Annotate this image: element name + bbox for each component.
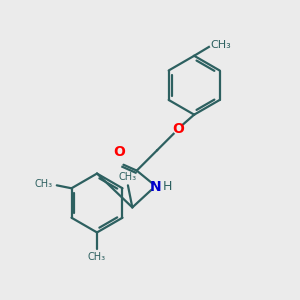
Text: N: N <box>150 180 162 194</box>
Text: CH₃: CH₃ <box>119 172 137 182</box>
Text: O: O <box>172 122 184 136</box>
Text: O: O <box>113 145 125 159</box>
Text: CH₃: CH₃ <box>210 40 231 50</box>
Text: CH₃: CH₃ <box>88 253 106 262</box>
Text: H: H <box>162 180 172 193</box>
Text: CH₃: CH₃ <box>34 179 52 189</box>
